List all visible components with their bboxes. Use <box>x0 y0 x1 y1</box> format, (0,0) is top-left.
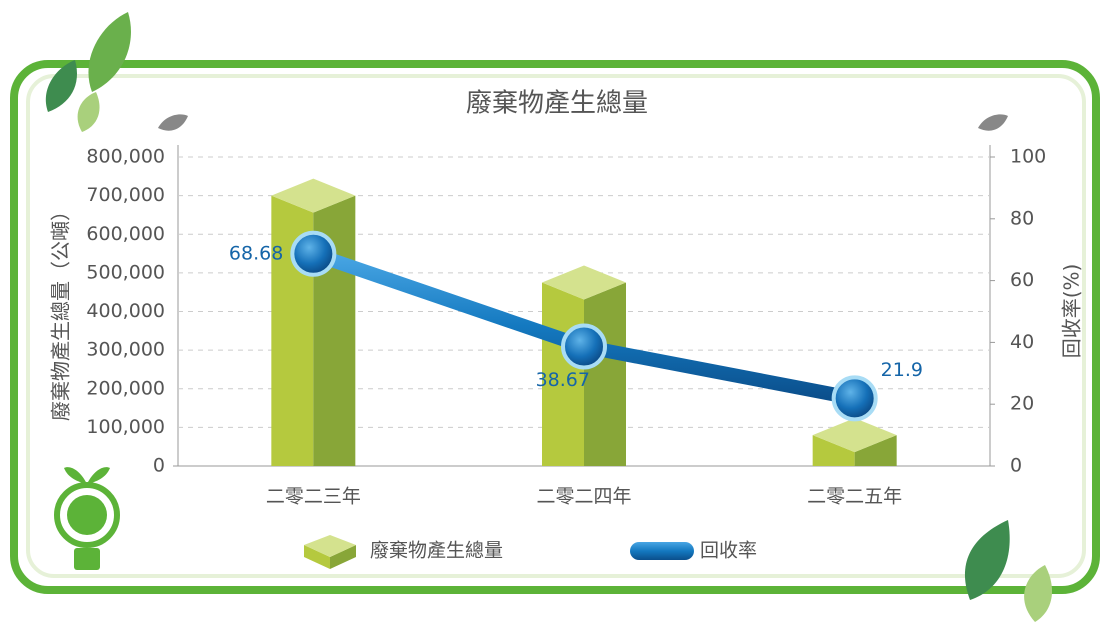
leaf <box>1024 565 1053 622</box>
data-label: 68.68 <box>229 242 283 264</box>
y2-tick-label: 40 <box>1010 331 1034 353</box>
y2-axis-label: 回收率(%) <box>1060 264 1084 359</box>
bar-right-face <box>584 282 626 466</box>
y-tick-label: 800,000 <box>86 146 165 168</box>
y-tick-label: 100,000 <box>86 416 165 438</box>
y2-tick-label: 20 <box>1010 393 1034 415</box>
y2-tick-label: 60 <box>1010 269 1034 291</box>
y-tick-label: 600,000 <box>86 223 165 245</box>
legend-swatch <box>304 545 330 569</box>
chart-title: 廢棄物產生總量 <box>466 89 648 119</box>
axis-leaf <box>978 114 1008 131</box>
y-tick-label: 700,000 <box>86 184 165 206</box>
legend-label: 回收率 <box>700 540 757 562</box>
line-point <box>561 323 607 370</box>
y-tick-label: 500,000 <box>86 261 165 283</box>
bar-right-face <box>854 435 897 466</box>
y-tick-label: 0 <box>153 455 165 477</box>
data-label: 38.67 <box>536 369 590 391</box>
bulb-icon <box>54 467 120 570</box>
inner-frame <box>26 74 1086 578</box>
bar-left-face <box>812 435 855 466</box>
leaf <box>88 12 131 92</box>
bar-top <box>542 265 626 300</box>
leaf <box>964 520 1010 600</box>
bar-top <box>812 418 897 453</box>
legend-swatch <box>630 542 694 560</box>
y-tick-label: 200,000 <box>86 377 165 399</box>
line-point <box>290 230 337 277</box>
axis-leaf <box>158 114 188 131</box>
leaf <box>77 92 100 132</box>
x-tick-label: 二零二四年 <box>536 486 631 508</box>
y2-tick-label: 80 <box>1010 207 1034 229</box>
y-tick-label: 400,000 <box>86 300 165 322</box>
y-axis-label: 廢棄物產生總量（公噸） <box>49 201 73 421</box>
data-label: 21.9 <box>881 359 923 381</box>
legend-label: 廢棄物產生總量 <box>370 540 503 562</box>
x-tick-label: 二零二五年 <box>807 486 902 508</box>
legend-swatch <box>304 535 356 557</box>
leaf <box>45 60 77 112</box>
line-point <box>831 375 878 422</box>
y2-tick-label: 0 <box>1010 455 1022 477</box>
y2-tick-label: 100 <box>1010 146 1046 168</box>
legend-swatch <box>330 545 356 569</box>
y-tick-label: 300,000 <box>86 339 165 361</box>
x-tick-label: 二零二三年 <box>266 486 361 508</box>
bar-top <box>271 178 356 213</box>
